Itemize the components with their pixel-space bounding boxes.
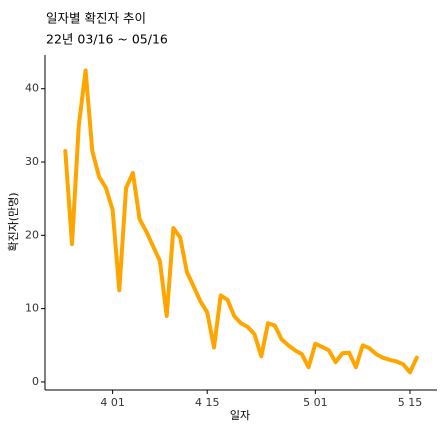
x-axis-label: 일자 bbox=[230, 408, 250, 422]
y-tick-label: 30 bbox=[25, 155, 39, 168]
chart-subtitle: 22년 03/16 ~ 05/16 bbox=[46, 32, 168, 47]
y-tick-label: 20 bbox=[25, 228, 39, 241]
line-series bbox=[63, 68, 419, 375]
x-tick-label: 5 15 bbox=[398, 396, 423, 409]
x-tick-label: 4 15 bbox=[195, 396, 220, 409]
x-tick-label: 5 01 bbox=[303, 396, 328, 409]
chart-title: 일자별 확진자 추이 bbox=[46, 11, 146, 26]
y-tick-label: 0 bbox=[32, 375, 39, 388]
y-tick-label: 40 bbox=[25, 82, 39, 95]
x-tick-label: 4 01 bbox=[100, 396, 125, 409]
y-tick-label: 10 bbox=[25, 302, 39, 315]
y-axis-label: 확진자(만명) bbox=[7, 192, 20, 251]
